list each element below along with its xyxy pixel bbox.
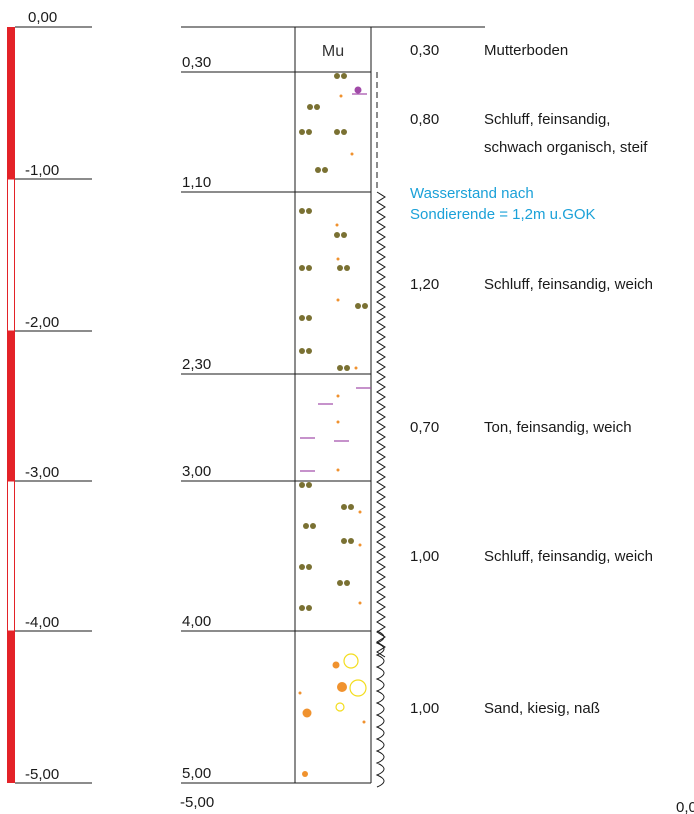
water-level-note: Wasserstand nach Sondierende = 1,2m u.GO… [410,185,596,223]
wet-arc-line [375,630,385,788]
sand-grain [337,682,347,692]
sand-gravel-pattern [298,653,367,777]
depth-label: 3,00 [182,463,211,480]
consistency-markers [375,72,386,788]
gravel-ring [349,679,367,697]
scale-label: -1,00 [25,162,59,179]
silt-symbol [307,104,320,110]
layer-thickness: 0,30 [410,42,439,59]
silt-pattern [299,208,368,371]
organic-marker [352,86,367,95]
depth-labels: 0,30 1,10 2,30 3,00 4,00 5,00 -5,00 [180,54,214,811]
silt-symbol [337,580,350,586]
gravel-ring [343,653,359,669]
silt-symbol [299,208,312,214]
layer-thickness: 1,20 [410,276,439,293]
layer-thickness: 0,80 [410,111,439,128]
silt-symbol [341,538,354,544]
gravel-ring [335,702,345,712]
silt-symbol [315,167,328,173]
scale-label: -5,00 [25,766,59,783]
layer-thickness: 0,70 [410,419,439,436]
sand-grain [332,661,340,669]
silt-pattern [299,73,347,173]
sand-grain [298,691,302,695]
scale-label: -2,00 [25,314,59,331]
silt-symbol [334,129,347,135]
depth-label: 2,30 [182,356,211,373]
scale-segment-4 [7,631,15,783]
silt-symbol [299,348,312,354]
scale-label: -4,00 [25,614,59,631]
depth-label: 0,30 [182,54,211,71]
fine-sand-dots [358,510,362,605]
depth-label: 1,10 [182,174,211,191]
layer-description: Schluff, feinsandig, weich [484,276,653,293]
clay-pattern [300,387,371,472]
silt-symbol [299,315,312,321]
fine-sand-dots [335,223,358,370]
silt-pattern [299,482,354,611]
silt-symbol [299,129,312,135]
scale-segment-2 [7,331,15,481]
layer-description: Schluff, feinsandig, [484,111,610,128]
soft-zigzag-line [376,191,386,658]
layer-thickness: 1,00 [410,700,439,717]
layer-description: Sand, kiesig, naß [484,700,600,717]
scale-label: -3,00 [25,464,59,481]
bottom-depth-label: -5,00 [180,794,214,811]
water-note-line-1: Wasserstand nach [410,185,534,202]
fine-sand-dots [339,94,354,156]
silt-symbol [334,73,347,79]
sand-grain [302,771,308,777]
depth-scale: 0,00 -1,00 -2,00 -3,00 -4,00 -5,00 [7,9,92,784]
layer-thickness: 1,00 [410,548,439,565]
layer-descriptions: 0,30 Mutterboden 0,80 Schluff, feinsandi… [410,42,653,717]
silt-symbol [299,482,312,488]
silt-symbol [299,564,312,570]
topsoil-symbol: Mu [322,43,344,60]
silt-symbol [341,504,354,510]
soil-column [181,26,485,784]
scale-label: 0,00 [28,9,57,26]
scale-segment-0 [7,27,15,179]
layer-description: Mutterboden [484,42,568,59]
silt-symbol [334,232,347,238]
silt-symbol [299,605,312,611]
silt-symbol [337,365,350,371]
sand-grain [302,708,312,718]
layer-description: Schluff, feinsandig, weich [484,548,653,565]
scale-segment-1 [7,178,15,332]
fine-sand-dots [336,394,340,472]
corner-label: 0,0 [676,799,694,814]
silt-symbol [355,303,368,309]
scale-segment-3 [7,480,15,632]
sand-grain [362,720,366,724]
silt-symbol [337,265,350,271]
depth-label: 5,00 [182,765,211,782]
layer-description: Ton, feinsandig, weich [484,419,632,436]
silt-symbol [303,523,316,529]
water-note-line-2: Sondierende = 1,2m u.GOK [410,206,596,223]
depth-label: 4,00 [182,613,211,630]
layer-description: schwach organisch, steif [484,139,648,156]
silt-symbol [299,265,312,271]
